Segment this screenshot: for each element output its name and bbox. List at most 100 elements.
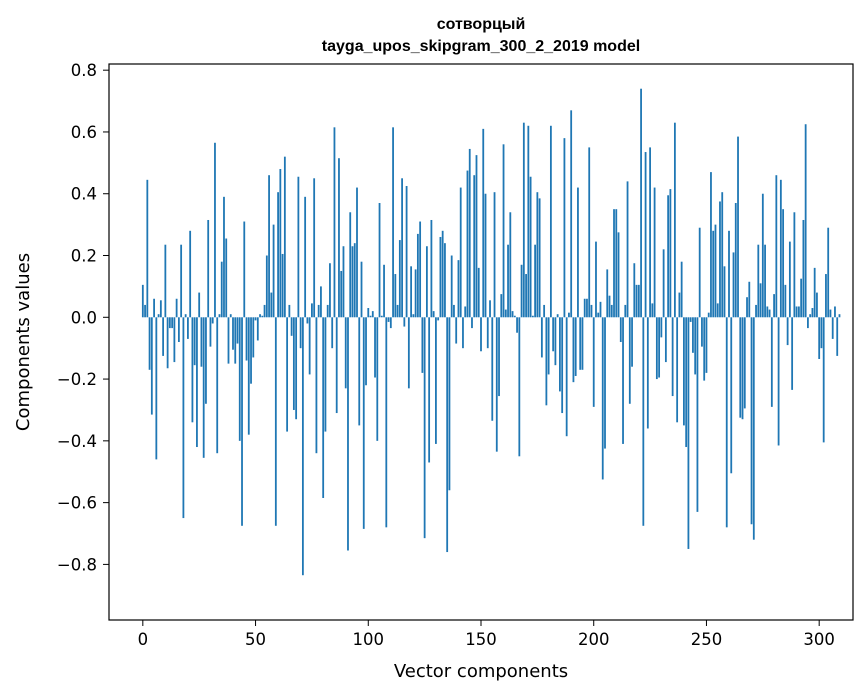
bar-84 (331, 317, 334, 349)
bar-147 (473, 175, 476, 318)
bar-211 (617, 232, 620, 318)
bar-260 (728, 230, 730, 318)
bar-162 (507, 244, 509, 318)
bar-137 (450, 255, 453, 318)
bar-10 (164, 244, 167, 318)
bar-48 (250, 317, 252, 384)
bar-126 (425, 246, 428, 318)
bars-group (141, 88, 841, 576)
bar-190 (570, 110, 573, 318)
bar-110 (389, 317, 392, 329)
bar-156 (493, 192, 496, 318)
x-tick-label-300: 300 (803, 630, 835, 649)
bar-300 (818, 317, 821, 359)
bar-74 (308, 317, 311, 375)
bar-128 (430, 219, 433, 318)
bar-80 (322, 317, 325, 498)
bar-289 (793, 212, 796, 318)
bar-133 (441, 230, 444, 318)
bar-293 (802, 219, 805, 318)
bar-57 (270, 292, 273, 318)
x-tick-label-250: 250 (691, 630, 723, 649)
bar-52 (259, 314, 261, 318)
bar-177 (540, 317, 543, 358)
bar-129 (432, 311, 435, 318)
bar-106 (380, 315, 383, 318)
bar-41 (234, 317, 237, 364)
bar-107 (383, 264, 385, 318)
bar-284 (782, 209, 785, 318)
bar-94 (353, 243, 356, 318)
bar-21 (189, 230, 192, 318)
bar-45 (243, 221, 246, 318)
bar-47 (247, 317, 250, 435)
bar-307 (834, 306, 836, 318)
y-tick-label-7: 0.6 (71, 123, 97, 142)
bar-268 (746, 297, 748, 318)
bar-254 (714, 224, 717, 318)
bar-50 (254, 317, 257, 321)
bar-20 (187, 317, 189, 339)
bar-6 (155, 317, 158, 460)
bar-305 (829, 309, 832, 318)
bar-267 (743, 317, 746, 409)
bar-83 (329, 263, 331, 318)
bar-302 (822, 317, 825, 443)
chart-title-line2: tayga_upos_skipgram_300_2_2019 model (322, 38, 640, 55)
bar-150 (480, 317, 482, 352)
bar-175 (536, 192, 539, 318)
bar-184 (556, 314, 559, 318)
bar-185 (559, 317, 561, 392)
bar-176 (538, 198, 541, 318)
bar-31 (211, 317, 214, 324)
bar-205 (604, 317, 606, 449)
bar-141 (459, 187, 462, 318)
bar-24 (196, 317, 198, 448)
bar-114 (398, 240, 401, 318)
bar-281 (775, 175, 778, 318)
bar-92 (349, 212, 352, 318)
bar-136 (448, 317, 451, 491)
bar-258 (723, 266, 726, 318)
bar-17 (180, 244, 183, 318)
bar-113 (396, 304, 399, 318)
bar-257 (721, 192, 724, 318)
bar-5 (153, 298, 155, 318)
bar-223 (644, 152, 647, 318)
bar-56 (268, 175, 270, 318)
y-tick-label-4: 0.0 (71, 308, 97, 327)
bar-72 (304, 196, 307, 318)
bar-139 (455, 317, 458, 344)
bar-194 (579, 317, 582, 370)
bar-193 (577, 187, 579, 318)
bar-0 (141, 284, 144, 318)
bar-277 (766, 306, 769, 318)
bar-54 (263, 304, 266, 318)
bar-42 (236, 317, 239, 344)
bar-202 (597, 312, 600, 318)
bar-245 (694, 317, 697, 375)
bar-255 (716, 303, 719, 318)
bar-87 (338, 158, 340, 318)
bar-90 (344, 317, 347, 389)
bar-97 (360, 261, 363, 318)
bar-86 (335, 317, 338, 414)
bar-116 (403, 317, 406, 327)
bar-228 (655, 317, 658, 380)
bar-28 (205, 317, 207, 404)
bar-3 (148, 317, 151, 370)
chart-title-line1: сотворцый (437, 16, 526, 33)
bar-78 (317, 304, 320, 318)
bar-142 (462, 317, 464, 349)
bar-19 (184, 314, 187, 318)
x-tick-label-0: 0 (138, 630, 149, 649)
bar-118 (407, 317, 410, 389)
bar-9 (162, 317, 165, 356)
bar-2 (146, 179, 149, 318)
bar-104 (376, 317, 379, 441)
bar-212 (619, 317, 622, 342)
bar-91 (347, 317, 349, 551)
bar-122 (416, 233, 419, 318)
bar-236 (673, 122, 676, 318)
